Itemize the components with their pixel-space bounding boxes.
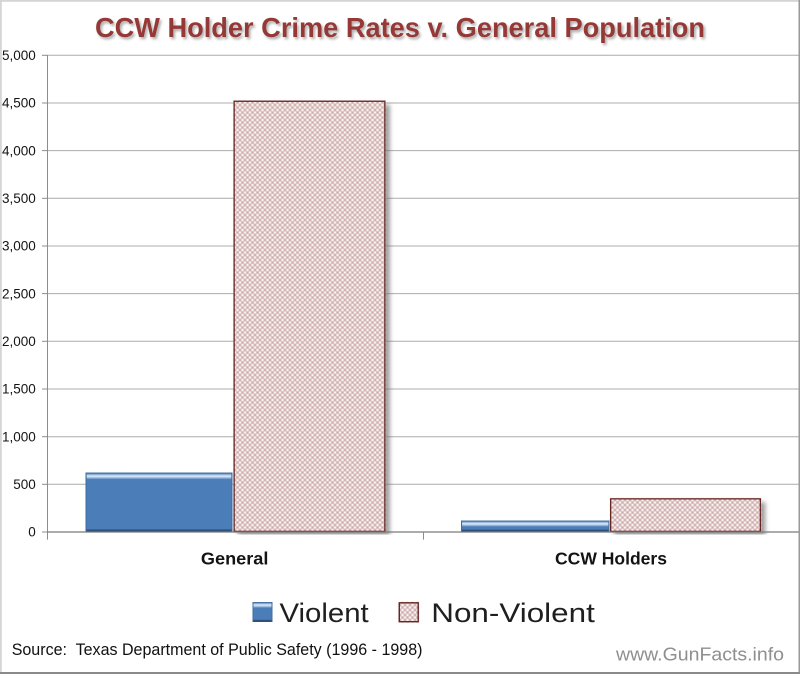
svg-text:3,000: 3,000 bbox=[2, 239, 36, 254]
svg-text:4,500: 4,500 bbox=[2, 96, 36, 111]
svg-text:500: 500 bbox=[13, 477, 36, 492]
svg-text:Violent: Violent bbox=[280, 598, 370, 628]
svg-text:CCW Holder Crime Rates v. Gene: CCW Holder Crime Rates v. General Popula… bbox=[95, 12, 705, 43]
svg-text:2,500: 2,500 bbox=[2, 286, 36, 301]
svg-text:0: 0 bbox=[28, 525, 36, 540]
svg-text:3,500: 3,500 bbox=[2, 191, 36, 206]
svg-text:1,500: 1,500 bbox=[2, 382, 36, 397]
svg-text:Source: Texas Department of P: Source: Texas Department of Public Safet… bbox=[12, 641, 423, 659]
svg-text:General: General bbox=[201, 548, 269, 568]
svg-text:2,000: 2,000 bbox=[2, 334, 36, 349]
svg-text:CCW Holders: CCW Holders bbox=[555, 548, 667, 568]
svg-text:1,000: 1,000 bbox=[2, 429, 36, 444]
svg-text:www.GunFacts.info: www.GunFacts.info bbox=[615, 644, 784, 665]
svg-text:4,000: 4,000 bbox=[2, 143, 36, 158]
svg-text:Non-Violent: Non-Violent bbox=[431, 598, 595, 628]
svg-text:5,000: 5,000 bbox=[2, 48, 36, 63]
